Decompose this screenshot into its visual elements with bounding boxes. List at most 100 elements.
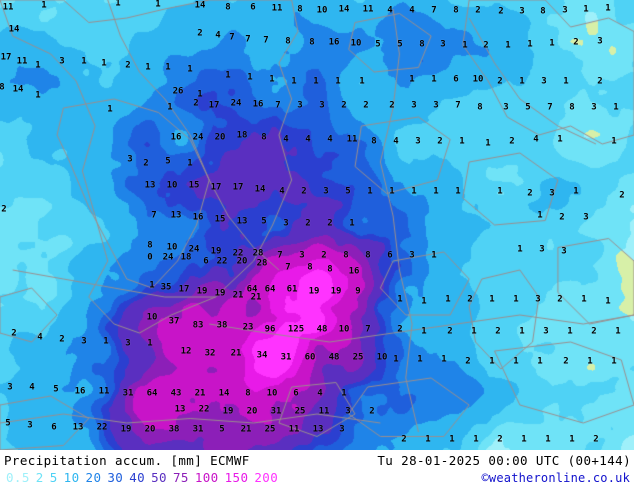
grid-value-label: 21 (232, 290, 244, 301)
grid-value-label: 1 (449, 434, 455, 445)
grid-value-label: 48 (328, 352, 340, 363)
grid-value-label: 20 (236, 256, 248, 267)
grid-value-label: 7 (547, 102, 553, 113)
grid-value-label: 1 (107, 104, 113, 115)
grid-value-label: 35 (160, 282, 172, 293)
grid-value-label: 1 (471, 326, 477, 337)
grid-value-label: 8 (419, 39, 425, 50)
grid-value-label: 3 (323, 186, 329, 197)
grid-value-label: 2 (193, 98, 199, 109)
grid-value-label: 1 (393, 354, 399, 365)
grid-value-label: 5 (375, 39, 381, 50)
grid-value-label: 14 (338, 4, 350, 15)
grid-value-label: 7 (275, 100, 281, 111)
grid-value-label: 16 (192, 212, 204, 223)
grid-value-label: 2 (573, 37, 579, 48)
grid-value-label: 1 (605, 296, 611, 307)
grid-value-label: 2 (363, 100, 369, 111)
grid-value-label: 1 (545, 434, 551, 445)
grid-value-label: 18 (236, 130, 248, 141)
grid-value-label: 25 (264, 424, 276, 435)
grid-value-label: 8 (371, 136, 377, 147)
grid-value-label: 13 (72, 422, 84, 433)
grid-value-label: 13 (170, 210, 182, 221)
grid-value-label: 19 (222, 406, 234, 417)
grid-value-label: 24 (162, 252, 174, 263)
grid-value-label: 4 (215, 30, 221, 41)
grid-value-label: 3 (539, 244, 545, 255)
grid-value-label: 3 (503, 102, 509, 113)
scale-tick-5: 5 (49, 470, 58, 485)
grid-value-label: 3 (127, 154, 133, 165)
grid-value-label: 4 (409, 5, 415, 16)
grid-value-label: 4 (393, 136, 399, 147)
grid-value-label: 1 (101, 58, 107, 69)
grid-value-label: 20 (214, 132, 226, 143)
grid-value-label: 64 (146, 388, 158, 399)
grid-value-label: 15 (188, 180, 200, 191)
grid-value-label: 14 (254, 184, 266, 195)
grid-value-label: 5 (345, 186, 351, 197)
grid-value-label: 3 (561, 246, 567, 257)
grid-value-label: 1 (605, 3, 611, 14)
grid-value-label: 1 (397, 294, 403, 305)
grid-value-label: 1 (165, 62, 171, 73)
grid-value-label: 20 (144, 424, 156, 435)
grid-value-label: 2 (305, 218, 311, 229)
grid-value-label: 7 (151, 210, 157, 221)
grid-value-label: 1 (521, 434, 527, 445)
grid-value-label: 19 (210, 246, 222, 257)
grid-value-label: 9 (355, 286, 361, 297)
grid-value-label: 3 (535, 294, 541, 305)
grid-value-label: 1 (155, 0, 161, 10)
grid-value-label: 1 (613, 102, 619, 113)
grid-value-label: 1 (35, 60, 41, 71)
grid-value-label: 26 (172, 86, 184, 97)
grid-value-label: 4 (387, 5, 393, 16)
precipitation-map[interactable]: 11 1 1 1 14 8 6 11 8 10 14 11 4 4 7 8 2 2 3 8 3 1 1 14 2 4 7 7 7 8 8 16… (0, 0, 634, 450)
grid-value-label: 3 (519, 6, 525, 17)
grid-value-label: 1 (519, 76, 525, 87)
grid-value-label: 2 (301, 186, 307, 197)
grid-value-label: 12 (180, 346, 192, 357)
grid-value-label: 43 (170, 388, 182, 399)
grid-value-label: 1 (409, 74, 415, 85)
grid-value-label: 14 (8, 24, 20, 35)
grid-value-label: 1 (615, 326, 621, 337)
grid-value-label: 8 (540, 6, 546, 17)
grid-value-label: 6 (387, 250, 393, 261)
grid-value-label: 10 (266, 388, 278, 399)
grid-value-label: 1 (359, 76, 365, 87)
grid-value-label: 1 (549, 38, 555, 49)
grid-value-label: 22 (232, 248, 244, 259)
grid-value-label: 2 (447, 326, 453, 337)
grid-value-label: 8 (327, 264, 333, 275)
grid-value-label: 7 (455, 100, 461, 111)
grid-value-label: 2 (475, 5, 481, 16)
precipitation-field-canvas[interactable] (0, 0, 634, 450)
grid-value-label: 22 (198, 404, 210, 415)
grid-value-label: 15 (214, 214, 226, 225)
grid-value-label: 37 (168, 316, 180, 327)
grid-value-label: 2 (321, 250, 327, 261)
scale-tick-2: 2 (35, 470, 44, 485)
grid-value-label: 60 (304, 352, 316, 363)
scale-tick-75: 75 (172, 470, 189, 485)
map-footer: Precipitation accum. [mm] ECMWF Tu 28-01… (0, 450, 634, 490)
grid-value-label: 1 (497, 186, 503, 197)
grid-value-label: 11 (16, 56, 28, 67)
grid-value-label: 2 (483, 40, 489, 51)
grid-value-label: 10 (376, 352, 388, 363)
grid-value-label: 2 (143, 158, 149, 169)
grid-value-label: 1 (431, 250, 437, 261)
grid-value-label: 3 (411, 100, 417, 111)
grid-value-label: 17 (208, 100, 220, 111)
grid-value-label: 1 (367, 186, 373, 197)
grid-value-label: 83 (192, 320, 204, 331)
grid-value-label: 1 (563, 76, 569, 87)
grid-value-label: 1 (433, 186, 439, 197)
grid-value-label: 2 (59, 334, 65, 345)
grid-value-label: 2 (369, 406, 375, 417)
grid-value-label: 3 (81, 336, 87, 347)
grid-value-label: 0 (147, 252, 153, 263)
